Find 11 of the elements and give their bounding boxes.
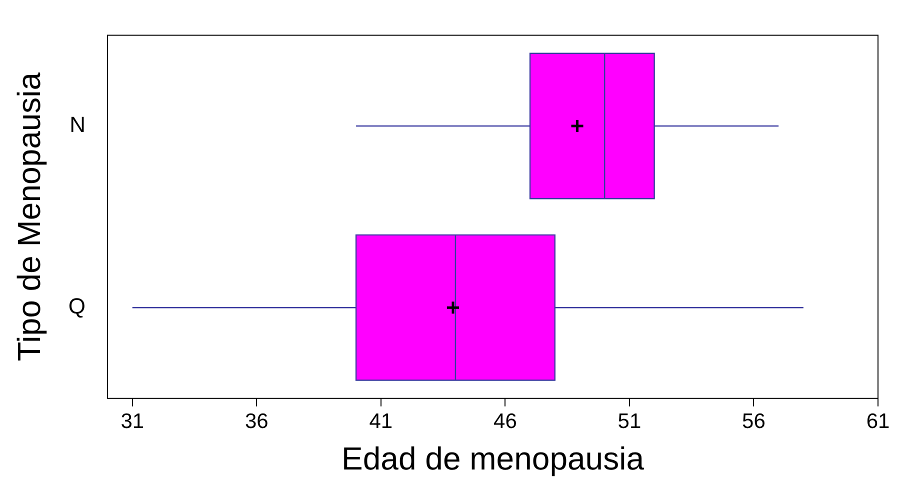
x-tick-label: 61 bbox=[866, 410, 890, 433]
y-tick-label: Q bbox=[68, 294, 86, 319]
y-tick-label: N bbox=[70, 112, 86, 138]
x-tick-label: 51 bbox=[618, 410, 642, 433]
x-tick-label: 56 bbox=[742, 410, 766, 433]
x-tick-label: 41 bbox=[369, 410, 393, 433]
x-tick-label: 46 bbox=[494, 410, 517, 433]
x-tick-label: 31 bbox=[120, 410, 144, 433]
y-axis-title: Tipo de Menopausia bbox=[11, 72, 48, 362]
x-axis-title: Edad de menopausia bbox=[342, 440, 644, 477]
x-tick-label: 36 bbox=[244, 410, 268, 433]
